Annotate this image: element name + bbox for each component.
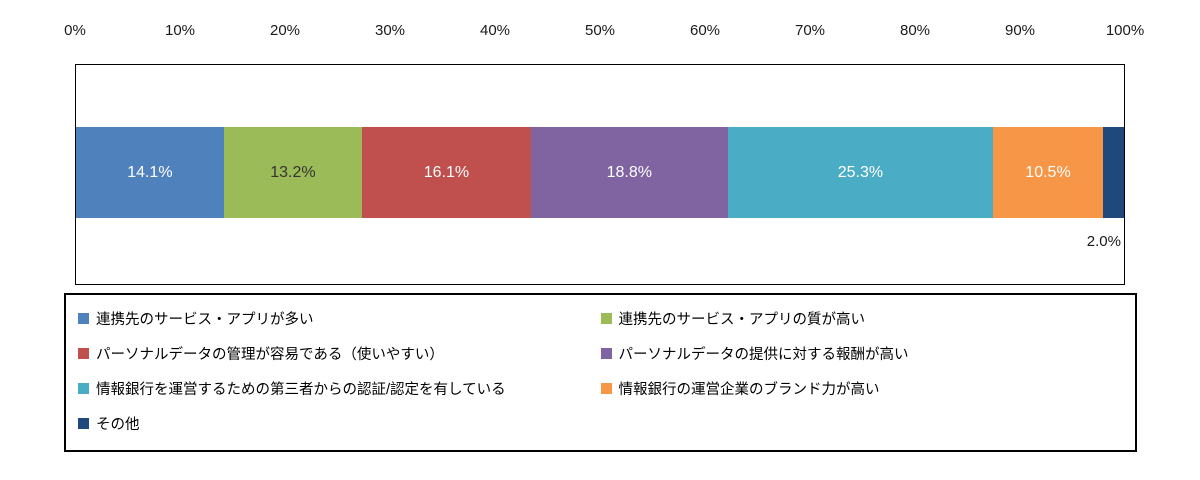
segment-label: 18.8%	[606, 163, 652, 181]
x-axis-tick-label: 80%	[899, 22, 931, 39]
x-axis-tick-label: 60%	[689, 22, 721, 39]
legend-label: パーソナルデータの提供に対する報酬が高い	[618, 347, 909, 363]
x-axis-tick-label: 50%	[584, 22, 616, 39]
legend-marker	[600, 348, 612, 359]
x-axis-tick-label: 0%	[64, 22, 86, 39]
legend-label: パーソナルデータの管理が容易である（使いやすい）	[96, 347, 444, 363]
legend-marker	[78, 348, 89, 359]
x-axis-tick-label: 70%	[794, 22, 826, 39]
legend-marker	[78, 418, 89, 429]
segment-label: 13.2%	[270, 163, 316, 181]
segment-label: 14.1%	[127, 163, 173, 181]
legend-item: 連携先のサービス・アプリが多い	[78, 308, 601, 329]
legend-item: パーソナルデータの提供に対する報酬が高い	[600, 343, 1124, 364]
x-axis-tick-label: 40%	[479, 22, 511, 39]
legend-label: その他	[96, 417, 140, 433]
legend-item: 情報銀行の運営企業のブランド力が高い	[600, 378, 1124, 399]
outside-data-label: 2.0%	[1086, 233, 1121, 250]
x-axis-tick-label: 10%	[164, 22, 196, 39]
segment-label: 16.1%	[423, 163, 470, 181]
bar-segment: 10.5%	[992, 127, 1103, 218]
legend-label: 情報銀行の運営企業のブランド力が高い	[618, 382, 880, 398]
plot-area: 14.1% 13.2% 16.1% 18.8% 25.3% 10.5% 2.0%	[75, 64, 1125, 285]
bar-segment: 14.1%	[76, 127, 224, 218]
legend-item: その他	[78, 413, 601, 434]
x-axis-tick-label: 20%	[269, 22, 301, 39]
x-axis-tick-label: 90%	[1004, 22, 1036, 39]
x-axis-tick-label: 100%	[1105, 22, 1145, 39]
segment-label: 25.3%	[837, 163, 884, 181]
x-axis: 0% 10% 20% 30% 40% 50% 60% 70% 80% 90% 100%	[64, 22, 1144, 44]
legend-marker	[78, 313, 89, 324]
stacked-bar: 14.1% 13.2% 16.1% 18.8% 25.3% 10.5%	[76, 127, 1124, 218]
segment-label: 10.5%	[1025, 163, 1071, 181]
bar-segment: 18.8%	[530, 127, 728, 218]
legend-label: 連携先のサービス・アプリの質が高い	[618, 312, 866, 328]
bar-segment: 25.3%	[727, 127, 993, 218]
legend-item: 連携先のサービス・アプリの質が高い	[600, 308, 1124, 329]
legend-marker	[78, 383, 89, 394]
legend-marker	[600, 313, 612, 324]
bar-segment	[1103, 127, 1124, 218]
legend: 連携先のサービス・アプリが多い 連携先のサービス・アプリの質が高いパーソナルデータ…	[64, 293, 1137, 452]
legend-label: 連携先のサービス・アプリが多い	[96, 312, 314, 328]
legend-label: 情報銀行を運営するための第三者からの認証/認定を有している	[96, 382, 506, 398]
legend-item: パーソナルデータの管理が容易である（使いやすい）	[78, 343, 601, 364]
bar-segment: 16.1%	[362, 127, 531, 218]
bar-segment: 13.2%	[223, 127, 363, 218]
legend-marker	[600, 383, 612, 394]
x-axis-tick-label: 30%	[374, 22, 406, 39]
legend-item: 情報銀行を運営するための第三者からの認証/認定を有している	[78, 378, 601, 399]
